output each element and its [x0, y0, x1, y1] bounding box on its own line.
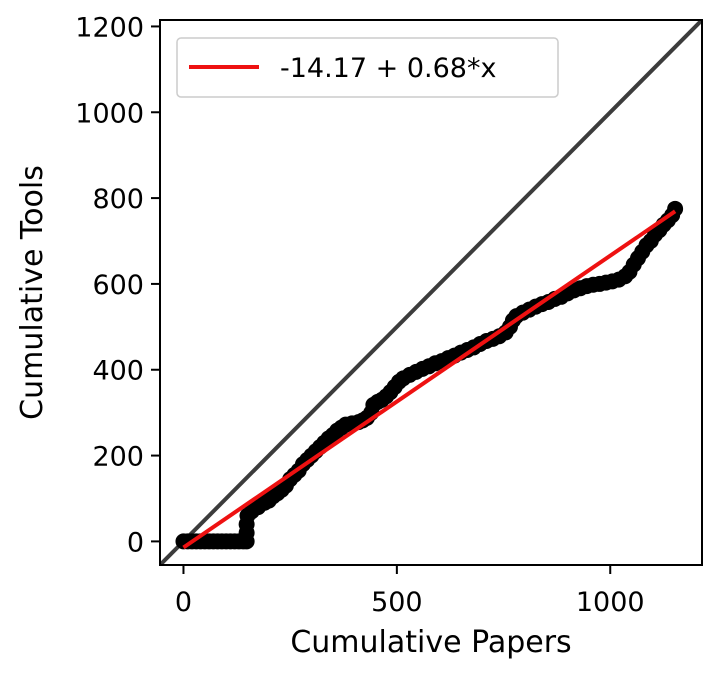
- legend-box: [176, 37, 559, 98]
- axes-frame: [159, 19, 703, 566]
- legend-label-fit: -14.17 + 0.68*x: [280, 53, 496, 84]
- ticks: 0 500 1000 0 200 400 600 800 1000 1200: [75, 12, 644, 618]
- x-tick-label: 500: [371, 587, 423, 618]
- legend: -14.17 + 0.68*x: [176, 37, 559, 98]
- y-tick-label: 1000: [75, 98, 144, 129]
- y-tick-label: 800: [92, 184, 144, 215]
- x-axis-label: Cumulative Papers: [290, 625, 571, 660]
- y-tick-label: 600: [92, 270, 144, 301]
- y-tick-label: 400: [92, 356, 144, 387]
- y-tick-label: 1200: [75, 12, 144, 43]
- y-axis-label: Cumulative Tools: [15, 165, 50, 420]
- x-tick-label: 1000: [576, 587, 645, 618]
- reference-line: [160, 20, 702, 565]
- plot-content: [160, 20, 702, 565]
- fit-line: [182, 209, 677, 550]
- y-tick-label: 200: [92, 442, 144, 473]
- y-tick-label: 0: [127, 527, 144, 558]
- x-tick-label: 0: [175, 587, 192, 618]
